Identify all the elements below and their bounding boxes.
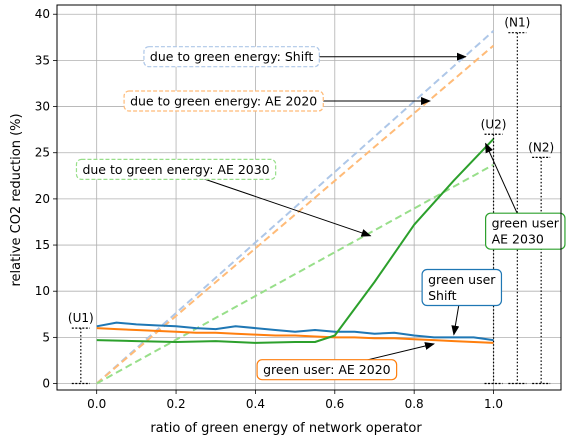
y-tick-label: 20 xyxy=(35,192,50,206)
bracket-u1-label: (U1) xyxy=(68,311,94,325)
series-line-user-ae2030 xyxy=(96,138,495,344)
y-tick-label: 5 xyxy=(42,330,50,344)
ann-user-ae2030-text: green user xyxy=(492,216,560,231)
bracket-n2: (N2) xyxy=(528,140,554,385)
y-tick-label: 10 xyxy=(35,284,50,298)
ann-ae2030-box xyxy=(75,158,277,180)
ann-user-ae2020-text: green user: AE 2020 xyxy=(263,362,391,377)
brackets: (U1) (U2) (N1) (N2) xyxy=(68,16,554,385)
bracket-n1-label: (N1) xyxy=(504,16,530,30)
y-tick-label: 30 xyxy=(35,100,50,114)
bracket-n1: (N1) xyxy=(504,16,530,385)
y-tick-label: 15 xyxy=(35,238,50,252)
series-line-user-shift xyxy=(96,321,494,342)
y-tick-label: 40 xyxy=(35,7,50,21)
x-tick-label: 0.6 xyxy=(325,397,344,411)
series-line-green-ae2030-dashed xyxy=(96,163,494,385)
ann-user-shift-text: green user xyxy=(428,272,496,287)
axes: 0.0 0.2 0.4 0.6 0.8 1.0 0 5 10 15 20 25 30 35 40 xyxy=(35,4,562,411)
y-tick-label: 0 xyxy=(42,377,50,391)
ann-shift-text: due to green energy: Shift xyxy=(150,49,313,64)
plot-frame xyxy=(56,4,562,391)
ann-user-ae2030-box xyxy=(485,212,566,250)
series-line-user-ae2020 xyxy=(96,327,494,344)
annotations: due to green energy: Shift due to green e… xyxy=(75,46,566,381)
bracket-u1: (U1) xyxy=(68,311,94,385)
ann-shift: due to green energy: Shift xyxy=(143,46,467,68)
x-tick-label: 0.4 xyxy=(246,397,265,411)
bracket-u2-label: (U2) xyxy=(481,117,507,131)
y-axis-label: relative CO2 reduction (%) xyxy=(9,113,24,286)
ann-user-ae2020-box xyxy=(256,359,398,381)
bracket-n2-label: (N2) xyxy=(528,140,554,154)
ann-ae2020-text: due to green energy: AE 2020 xyxy=(130,94,317,109)
y-tick-label: 35 xyxy=(35,53,50,67)
ann-user-ae2030-text: AE 2030 xyxy=(492,232,544,247)
ann-user-shift-box xyxy=(421,268,503,307)
ann-shift-box xyxy=(143,46,320,68)
x-tick-label: 1.0 xyxy=(484,397,503,411)
ann-user-shift-text: Shift xyxy=(428,288,457,303)
ann-ae2030-arrow xyxy=(175,168,372,237)
y-tick-label: 25 xyxy=(35,146,50,160)
x-tick-label: 0.8 xyxy=(405,397,424,411)
ann-ae2030: due to green energy: AE 2030 xyxy=(75,158,372,237)
ann-user-ae2020: green user: AE 2020 xyxy=(256,342,435,381)
ann-ae2020-box xyxy=(123,90,324,112)
x-tick-label: 0.0 xyxy=(87,397,106,411)
bracket-u2: (U2) xyxy=(481,117,507,385)
x-tick-label: 0.2 xyxy=(167,397,186,411)
ann-ae2030-text: due to green energy: AE 2030 xyxy=(82,162,269,177)
ann-ae2020: due to green energy: AE 2020 xyxy=(123,90,432,112)
series-lines xyxy=(96,30,495,385)
x-axis-label: ratio of green energy of network operato… xyxy=(150,421,422,436)
